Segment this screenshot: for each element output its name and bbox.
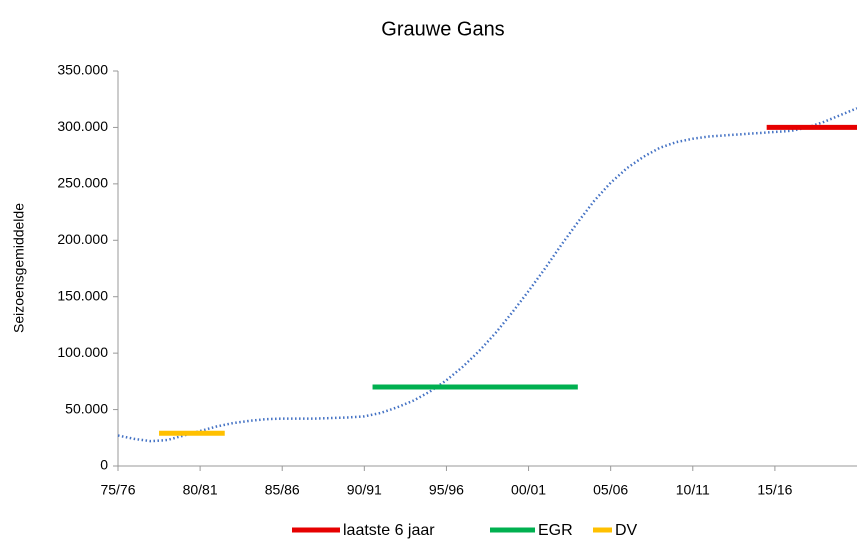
trend-line	[117, 107, 857, 443]
x-tick-label: 95/96	[429, 482, 464, 498]
x-tick-label: 15/16	[757, 482, 792, 498]
x-tick-label: 90/91	[347, 482, 382, 498]
x-tick-label: 85/86	[265, 482, 300, 498]
x-tick-label: 05/06	[593, 482, 628, 498]
legend-label: DV	[615, 522, 638, 539]
x-tick-label: 75/76	[100, 482, 135, 498]
y-axis-title: Seizoensgemiddelde	[11, 203, 27, 333]
y-tick-label: 50.000	[65, 400, 108, 416]
legend-label: EGR	[538, 522, 573, 539]
chart-title: Grauwe Gans	[381, 18, 504, 40]
y-tick-label: 350.000	[57, 62, 108, 78]
y-tick-label: 200.000	[57, 231, 108, 247]
y-tick-label: 300.000	[57, 118, 108, 134]
legend-label: laatste 6 jaar	[343, 522, 435, 539]
y-tick-label: 250.000	[57, 175, 108, 191]
x-tick-label: 00/01	[511, 482, 546, 498]
x-tick-label: 10/11	[676, 482, 710, 498]
y-tick-label: 0	[100, 457, 108, 473]
y-tick-label: 100.000	[57, 344, 108, 360]
y-tick-label: 150.000	[57, 287, 108, 303]
x-tick-label: 80/81	[183, 482, 218, 498]
